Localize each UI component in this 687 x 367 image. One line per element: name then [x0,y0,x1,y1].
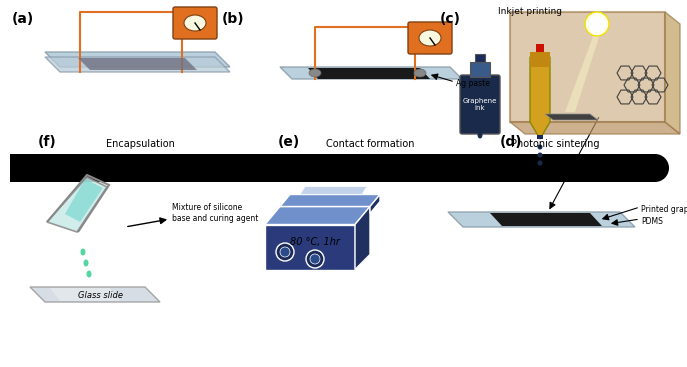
FancyBboxPatch shape [10,154,655,182]
Ellipse shape [84,259,89,266]
Circle shape [641,154,669,182]
Polygon shape [50,288,120,301]
Circle shape [537,160,543,166]
Text: (e): (e) [278,135,300,149]
Text: (a): (a) [12,12,34,26]
Polygon shape [280,195,380,207]
Text: Encapsulation: Encapsulation [106,139,174,149]
Circle shape [585,12,609,36]
Text: Mixture of silicone
base and curing agent: Mixture of silicone base and curing agen… [172,203,258,223]
Polygon shape [448,212,635,227]
Polygon shape [545,114,598,120]
Ellipse shape [184,15,206,31]
Bar [510,12,665,122]
Text: (f): (f) [38,135,57,149]
Ellipse shape [87,270,91,277]
FancyBboxPatch shape [173,7,217,39]
Polygon shape [490,213,602,226]
Polygon shape [45,57,230,72]
Polygon shape [280,67,462,79]
Polygon shape [355,207,370,269]
Polygon shape [300,186,367,195]
Bar [537,135,543,139]
Bar [475,54,485,62]
Circle shape [589,16,605,32]
Polygon shape [265,225,355,269]
Text: Contact formation: Contact formation [326,139,414,149]
Ellipse shape [80,248,85,255]
Circle shape [306,250,324,268]
Text: Printed graphene: Printed graphene [641,204,687,214]
Text: Graphene
ink: Graphene ink [463,98,497,112]
Text: (c): (c) [440,12,461,26]
Ellipse shape [477,131,482,138]
Bar [530,52,550,67]
Text: 80 °C, 1hr: 80 °C, 1hr [290,237,340,247]
Polygon shape [65,179,103,222]
Circle shape [537,145,543,149]
Ellipse shape [419,30,441,46]
Polygon shape [565,34,600,112]
Circle shape [276,243,294,261]
Ellipse shape [414,69,426,77]
Circle shape [280,247,290,257]
Circle shape [310,254,320,264]
FancyBboxPatch shape [460,75,500,134]
Text: VΩ: VΩ [418,16,426,21]
Polygon shape [78,58,197,70]
Text: Glass slide: Glass slide [78,291,122,299]
Text: ⋆⋆: ⋆⋆ [435,16,442,21]
Polygon shape [665,12,680,134]
FancyBboxPatch shape [408,22,452,54]
Polygon shape [530,57,550,139]
Circle shape [537,153,543,157]
Polygon shape [370,195,380,214]
Bar [470,62,490,77]
Text: Photonic sintering: Photonic sintering [510,139,599,149]
Polygon shape [308,68,430,79]
Text: ⋆⋆: ⋆⋆ [200,1,207,6]
Text: (d): (d) [500,135,523,149]
Polygon shape [265,207,370,225]
Polygon shape [30,287,160,302]
Text: Ag paste: Ag paste [456,79,490,87]
Polygon shape [45,52,230,67]
Text: PDMS: PDMS [641,217,663,225]
Polygon shape [47,177,107,232]
Polygon shape [510,122,680,134]
Ellipse shape [309,69,321,77]
Bar [536,44,544,52]
Text: Inkjet printing: Inkjet printing [498,7,562,16]
Text: (b): (b) [222,12,245,26]
Text: VΩ: VΩ [183,1,191,6]
